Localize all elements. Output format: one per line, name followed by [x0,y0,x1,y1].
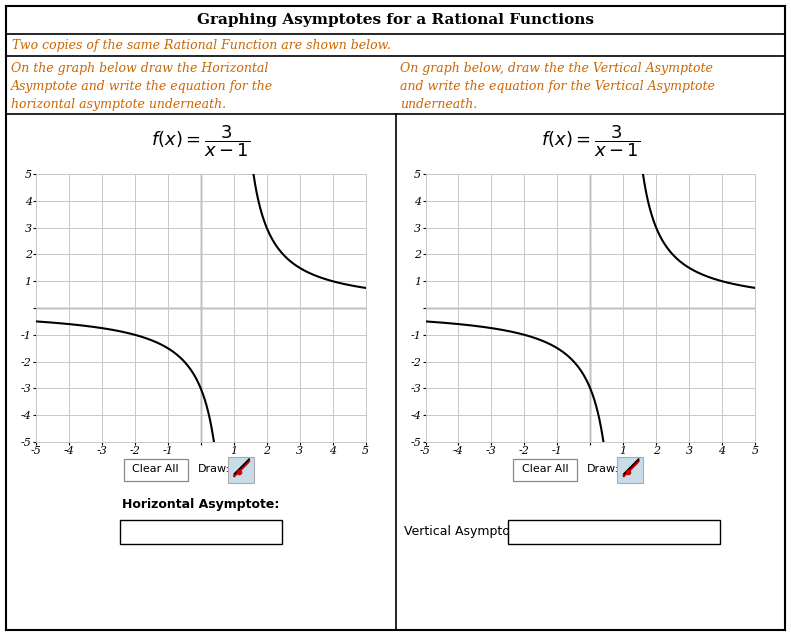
Text: On the graph below draw the Horizontal
Asymptote and write the equation for the
: On the graph below draw the Horizontal A… [11,62,273,111]
Text: Horizontal Asymptote:: Horizontal Asymptote: [122,498,279,511]
Text: Vertical Asymptote:: Vertical Asymptote: [403,525,526,539]
FancyBboxPatch shape [119,520,282,544]
Text: $f(x) = \dfrac{3}{x-1}$: $f(x) = \dfrac{3}{x-1}$ [540,123,640,160]
FancyBboxPatch shape [228,457,254,483]
Text: Two copies of the same Rational Function are shown below.: Two copies of the same Rational Function… [12,39,391,52]
FancyBboxPatch shape [508,520,720,544]
FancyBboxPatch shape [617,457,643,483]
FancyBboxPatch shape [123,459,187,481]
Text: On graph below, draw the the Vertical Asymptote
and write the equation for the V: On graph below, draw the the Vertical As… [400,62,715,111]
Text: Clear All: Clear All [132,464,179,474]
Text: $f(x) = \dfrac{3}{x-1}$: $f(x) = \dfrac{3}{x-1}$ [151,123,251,160]
FancyBboxPatch shape [513,459,577,481]
Text: Draw:: Draw: [587,464,619,474]
Text: Graphing Asymptotes for a Rational Functions: Graphing Asymptotes for a Rational Funct… [197,13,594,27]
Text: Draw:: Draw: [198,464,230,474]
Text: Clear All: Clear All [522,464,569,474]
